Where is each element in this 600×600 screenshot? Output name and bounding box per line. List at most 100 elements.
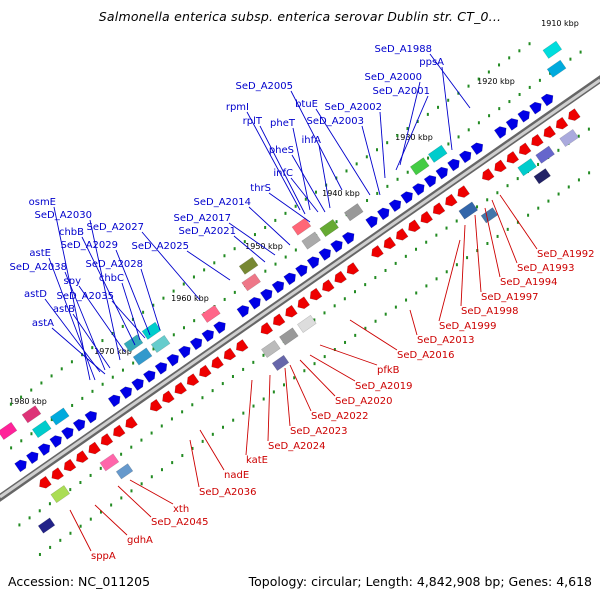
- reverse-gene-arrow: [432, 202, 446, 215]
- reverse-gene-arrow: [272, 313, 286, 327]
- forward-leader-line: [429, 53, 471, 109]
- genome-summary: Topology: circular; Length: 4,842,908 bp…: [248, 574, 592, 589]
- forward-gene-arrow: [529, 101, 542, 115]
- track-tick: [121, 324, 124, 328]
- track-tick: [335, 220, 338, 224]
- track-tick: [333, 304, 336, 308]
- track-tick: [231, 374, 234, 378]
- track-tick: [353, 290, 356, 294]
- track-tick: [130, 489, 133, 493]
- track-tick: [537, 206, 540, 210]
- reverse-feature-block: [458, 201, 479, 220]
- track-tick: [211, 389, 214, 393]
- reverse-gene-label: SeD_A1999: [439, 321, 497, 332]
- track-tick: [445, 270, 448, 274]
- reverse-gene-arrow: [236, 339, 249, 352]
- track-tick: [518, 49, 521, 53]
- track-tick: [284, 255, 287, 259]
- forward-gene-arrow: [330, 240, 343, 253]
- track-tick: [181, 454, 184, 458]
- track-tick: [170, 417, 173, 421]
- reverse-feature-block: [50, 485, 71, 504]
- forward-gene-label: infC: [273, 168, 293, 179]
- track-tick: [405, 298, 408, 302]
- track-tick: [172, 333, 175, 337]
- track-tick: [38, 552, 41, 556]
- forward-gene-arrow: [37, 443, 51, 456]
- reverse-gene-arrow: [371, 245, 384, 258]
- track-tick: [79, 524, 82, 528]
- track-tick: [467, 128, 470, 132]
- forward-feature-block: [291, 217, 312, 236]
- reverse-leader-line: [309, 354, 356, 382]
- forward-gene-arrow: [318, 248, 331, 261]
- reverse-gene-arrow: [420, 210, 434, 224]
- reverse-leader-line: [460, 224, 466, 307]
- track-tick: [131, 317, 134, 321]
- track-tick: [323, 355, 326, 359]
- track-tick: [182, 282, 185, 286]
- reverse-feature-block: [99, 453, 120, 472]
- forward-gene-arrow: [271, 280, 285, 294]
- forward-gene-label: rpmI: [226, 102, 249, 113]
- forward-gene-label: pheS: [269, 145, 294, 156]
- reverse-gene-label: SeD_A2022: [311, 411, 369, 422]
- track-tick: [172, 289, 175, 293]
- forward-leader-line: [78, 285, 126, 353]
- track-tick: [91, 389, 94, 393]
- reverse-gene-label: katE: [246, 455, 268, 466]
- forward-gene-arrow: [423, 175, 437, 188]
- track-tick: [557, 192, 560, 196]
- track-tick: [201, 439, 204, 443]
- reverse-gene-arrow: [568, 108, 581, 121]
- forward-feature-block: [542, 40, 563, 59]
- reverse-gene-arrow: [51, 467, 65, 480]
- track-tick: [498, 63, 501, 67]
- sequence-backbone: [0, 78, 600, 499]
- reverse-gene-arrow: [39, 475, 52, 489]
- track-tick: [455, 219, 458, 223]
- forward-leader-line: [89, 219, 121, 361]
- reverse-gene-arrow: [543, 125, 557, 138]
- track-tick: [294, 204, 297, 208]
- forward-feature-block: [427, 144, 448, 163]
- forward-gene-label: SeD_A2005: [236, 81, 294, 92]
- reverse-gene-arrow: [334, 270, 347, 284]
- track-tick: [466, 256, 469, 260]
- forward-feature-block: [0, 421, 18, 440]
- forward-leader-line: [268, 192, 311, 223]
- reverse-leader-line: [189, 439, 200, 488]
- track-tick: [518, 92, 521, 96]
- track-tick: [386, 184, 389, 188]
- forward-leader-line: [259, 125, 306, 215]
- track-tick: [192, 275, 195, 279]
- forward-gene-label: SeD_A2017: [174, 213, 232, 224]
- reverse-gene-arrow: [125, 416, 138, 429]
- track-tick: [132, 361, 135, 365]
- forward-gene-arrow: [470, 142, 484, 156]
- reverse-gene-arrow: [162, 390, 175, 403]
- forward-leader-line: [361, 125, 381, 196]
- reverse-leader-line: [319, 344, 378, 366]
- track-tick: [577, 178, 580, 182]
- track-tick: [10, 446, 13, 450]
- forward-feature-block: [141, 321, 162, 340]
- track-tick: [121, 368, 124, 372]
- track-tick: [160, 468, 163, 472]
- reverse-gene-label: SeD_A2024: [268, 441, 326, 452]
- forward-leader-line: [399, 81, 421, 166]
- reverse-leader-line: [289, 364, 312, 412]
- reverse-leader-line: [349, 319, 398, 351]
- track-tick: [416, 119, 419, 123]
- reverse-gene-label: SeD_A1998: [461, 306, 519, 317]
- forward-gene-label: SeD_A2000: [365, 72, 423, 83]
- track-tick: [140, 482, 143, 486]
- forward-leader-line: [395, 95, 429, 171]
- track-tick: [304, 197, 307, 201]
- track-tick: [547, 199, 550, 203]
- reverse-gene-arrow: [297, 296, 311, 309]
- accession-text: Accession: NC_011205: [8, 574, 151, 589]
- reverse-gene-arrow: [482, 168, 495, 181]
- reverse-feature-block: [115, 463, 134, 480]
